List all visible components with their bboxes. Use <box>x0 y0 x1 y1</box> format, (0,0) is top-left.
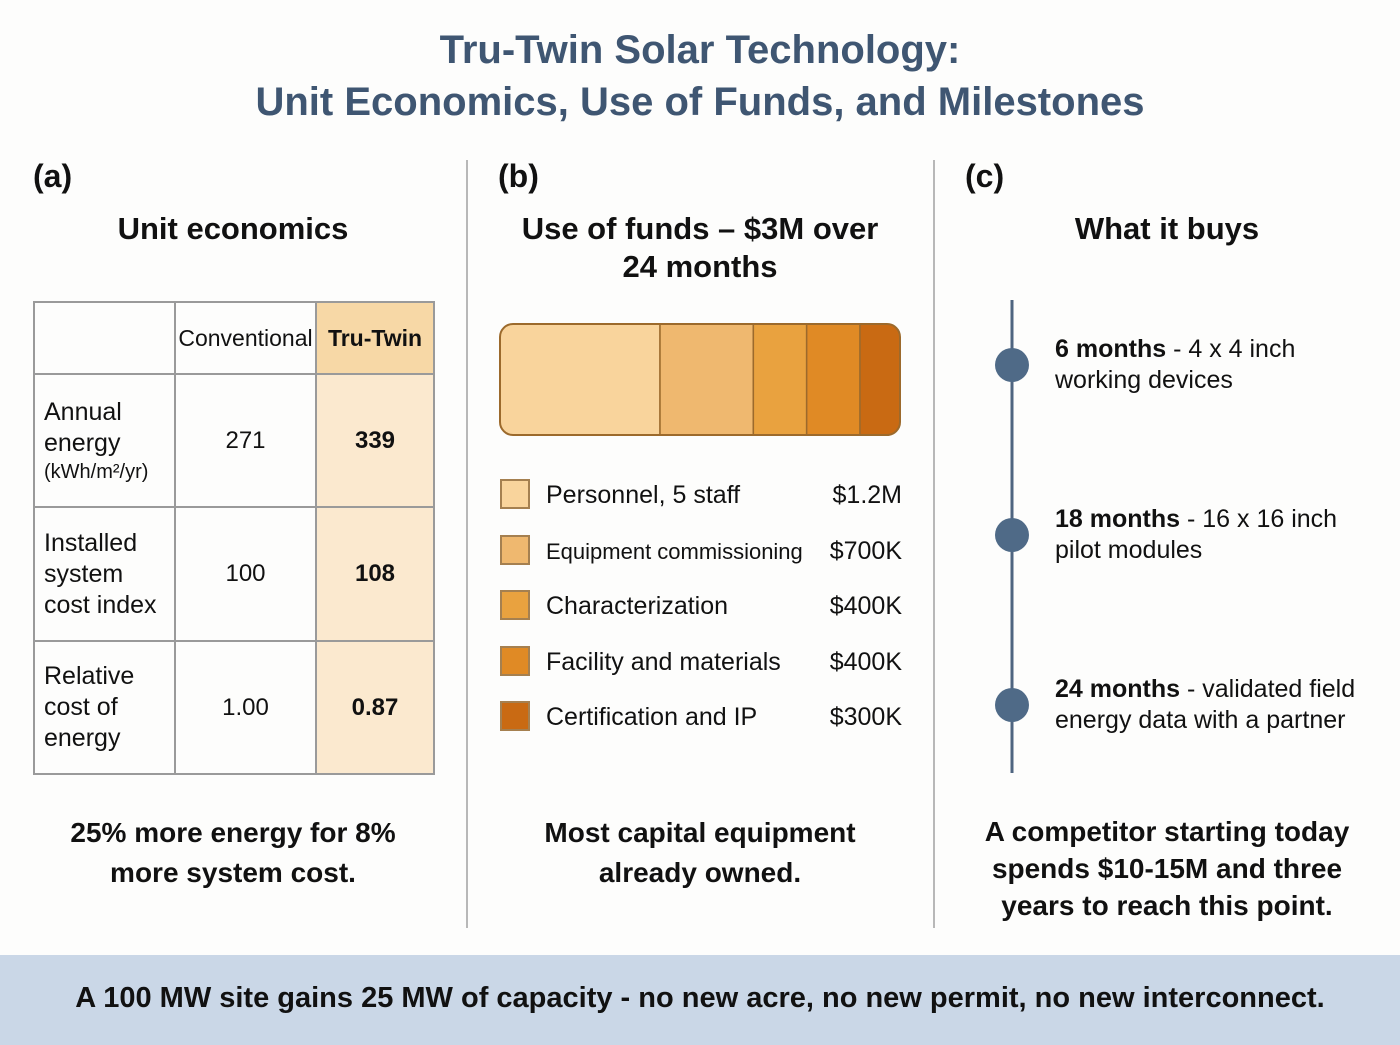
footer-text: A 100 MW site gains 25 MW of capacity - … <box>75 982 1325 1014</box>
bar-segment <box>659 324 755 435</box>
panel-label: (b) <box>498 158 539 194</box>
milestone: 24 months - validated field energy data … <box>1055 674 1370 736</box>
value-label: $1.2M <box>832 481 902 509</box>
legend-label: Facility and materials <box>546 648 781 676</box>
legend-swatch <box>500 701 530 731</box>
column-header: Tru-Twin <box>315 301 435 375</box>
panel-note: 25% more energy for 8% more system cost. <box>70 817 396 888</box>
legend-swatch <box>500 590 530 620</box>
bar-group <box>500 324 900 435</box>
legend-label: Personnel, 5 staff <box>546 481 741 509</box>
cell: 339 <box>315 373 435 508</box>
panel-heading: Unit economics <box>117 211 349 246</box>
legend-swatch <box>500 646 530 676</box>
row-label: Annual energy (kWh/m²/yr) <box>33 373 176 508</box>
cell: 100 <box>174 506 317 642</box>
panel-heading: What it buys <box>1074 211 1260 246</box>
cell: 108 <box>315 506 435 642</box>
milestone: 6 months - 4 x 4 inch working devices <box>1055 334 1370 396</box>
value-label: $400K <box>829 648 902 676</box>
cell: 1.00 <box>174 640 317 775</box>
milestone-time: 18 months <box>1055 505 1181 533</box>
bar-segment <box>500 324 661 435</box>
timeline-dot <box>995 518 1029 552</box>
row-unit: (kWh/m²/yr) <box>44 460 149 483</box>
title: Unit Economics, Use of Funds, and Milest… <box>255 80 1145 124</box>
timeline-dot <box>995 688 1029 722</box>
milestone-text: - validated field energy data with a par… <box>1055 675 1356 734</box>
bar-segment <box>805 324 861 435</box>
column-header: Conventional <box>174 301 317 375</box>
milestone-time: 24 months <box>1055 675 1181 703</box>
value-label: $300K <box>829 703 902 731</box>
legend-swatch <box>500 535 530 565</box>
legend-label: Equipment commissioning <box>546 539 803 564</box>
legend-label: Characterization <box>546 592 729 620</box>
legend-item: Characterization $400K <box>498 588 902 624</box>
timeline-dot <box>995 348 1029 382</box>
panel-label: (a) <box>33 158 73 194</box>
economics-table: Conventional Tru-Twin Annual energy (kWh/… <box>33 301 435 775</box>
value-label: $400K <box>829 592 902 620</box>
bar-outline <box>499 323 901 436</box>
row-label: Relative cost of energy <box>33 640 176 775</box>
cell: 271 <box>174 373 317 508</box>
panel-note: Most capital equipment already owned. <box>544 817 856 888</box>
legend-item: Equipment commissioning $700K <box>498 533 902 569</box>
panel-note: A competitor starting today spends $10-1… <box>984 816 1350 921</box>
legend-label: Certification and IP <box>546 703 758 731</box>
legend-item: Certification and IP $300K <box>498 699 902 735</box>
milestone-text: - 4 x 4 inch working devices <box>1055 335 1296 394</box>
milestone-text: - 16 x 16 inch pilot modules <box>1055 505 1338 564</box>
empty-cell <box>33 301 176 375</box>
bar-segment <box>752 324 808 435</box>
legend-swatch <box>500 479 530 509</box>
milestone: 18 months - 16 x 16 inch pilot modules <box>1055 504 1370 566</box>
bar-segment <box>859 324 900 435</box>
value-label: $700K <box>829 537 902 565</box>
milestone-time: 6 months <box>1055 335 1167 363</box>
footer-band <box>0 955 1400 1045</box>
row-label: Installed system cost index <box>33 506 176 642</box>
legend-item: Facility and materials $400K <box>498 644 902 680</box>
title: Tru-Twin Solar Technology: <box>439 28 961 72</box>
cell: 0.87 <box>315 640 435 775</box>
panel-heading: Use of funds – $3M over 24 months <box>521 211 879 284</box>
legend-item: Personnel, 5 staff $1.2M <box>498 477 902 513</box>
panel-label: (c) <box>965 158 1005 194</box>
row-label-text: Annual energy <box>44 397 122 457</box>
